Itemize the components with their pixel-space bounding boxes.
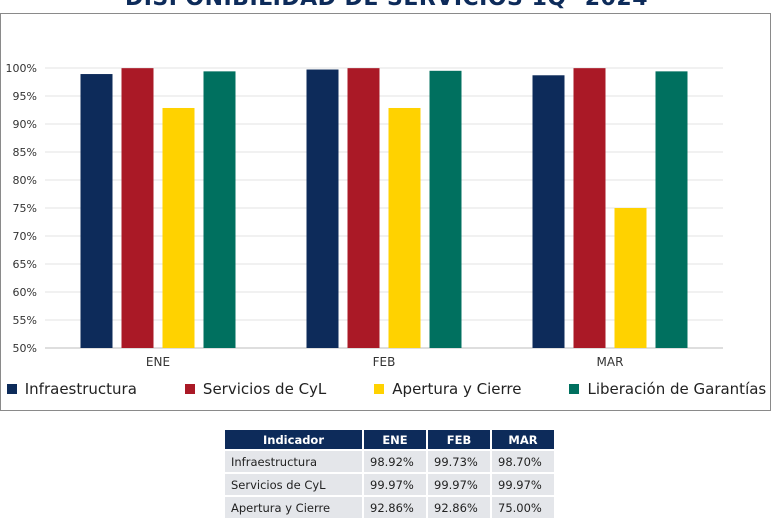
chart-title: DISPONIBILIDAD DE SERVICIOS 1Q- 2024 <box>0 0 773 11</box>
x-tick-label: ENE <box>146 355 170 369</box>
y-tick-label: 80% <box>13 174 37 187</box>
bar-mar-3 <box>614 208 647 348</box>
y-tick-label: 70% <box>13 230 37 243</box>
table-cell: 98.70% <box>492 451 554 472</box>
legend-label-servicios: Servicios de CyL <box>202 380 327 398</box>
table-cell: 99.73% <box>428 451 490 472</box>
table-cell: 92.86% <box>428 497 490 518</box>
legend-label-apertura: Apertura y Cierre <box>392 380 522 398</box>
y-tick-label: 85% <box>13 146 37 159</box>
y-tick-label: 60% <box>13 286 37 299</box>
table-header-mar: MAR <box>492 430 554 449</box>
summary-table: Indicador ENE FEB MAR Infraestructura 98… <box>223 428 556 520</box>
chart-legend: Infraestructura Servicios de CyL Apertur… <box>0 380 773 398</box>
table-cell: 98.92% <box>364 451 426 472</box>
table-cell: Servicios de CyL <box>225 474 362 495</box>
legend-swatch-infraestructura <box>6 384 17 394</box>
legend-swatch-servicios <box>184 384 195 394</box>
table-header-feb: FEB <box>428 430 490 449</box>
table-cell: Infraestructura <box>225 451 362 472</box>
table-cell: Apertura y Cierre <box>225 497 362 518</box>
y-tick-label: 75% <box>13 202 37 215</box>
table-row: Infraestructura 98.92% 99.73% 98.70% <box>225 451 554 472</box>
bar-ene-3 <box>162 107 195 348</box>
table-row: Servicios de CyL 99.97% 99.97% 99.97% <box>225 474 554 495</box>
table-header-ene: ENE <box>364 430 426 449</box>
legend-label-liberacion: Liberación de Garantías <box>587 380 767 398</box>
bar-chart: 50% 55% 60% 65% 70% 75% 80% 85% 90% 95% 100% ENE FEB… <box>6 62 723 369</box>
bar-feb-2 <box>347 68 380 348</box>
table-cell: 99.97% <box>428 474 490 495</box>
x-tick-label: FEB <box>373 355 396 369</box>
table-row: Apertura y Cierre 92.86% 92.86% 75.00% <box>225 497 554 518</box>
y-tick-label: 100% <box>6 62 37 75</box>
table-cell: 99.97% <box>492 474 554 495</box>
legend-item-infraestructura: Infraestructura <box>6 380 137 398</box>
bar-mar-1 <box>532 75 565 348</box>
y-tick-label: 95% <box>13 90 37 103</box>
legend-label-infraestructura: Infraestructura <box>24 380 137 398</box>
bar-feb-1 <box>306 69 339 349</box>
table-cell: 92.86% <box>364 497 426 518</box>
table-cell: 99.97% <box>364 474 426 495</box>
bar-feb-4 <box>429 70 462 349</box>
legend-item-liberacion: Liberación de Garantías <box>569 380 766 398</box>
y-tick-label: 90% <box>13 118 37 131</box>
legend-swatch-liberacion <box>569 384 580 394</box>
table-header-row: Indicador ENE FEB MAR <box>225 430 554 449</box>
bar-mar-4 <box>655 71 688 349</box>
y-tick-label: 55% <box>13 314 37 327</box>
y-tick-label: 50% <box>13 342 37 355</box>
table-header-indicador: Indicador <box>225 430 362 449</box>
bar-ene-4 <box>203 71 236 349</box>
y-tick-label: 65% <box>13 258 37 271</box>
bar-ene-1 <box>80 74 113 348</box>
legend-swatch-apertura <box>374 384 385 394</box>
legend-item-apertura: Apertura y Cierre <box>374 380 521 398</box>
table-cell: 75.00% <box>492 497 554 518</box>
x-tick-label: MAR <box>597 355 624 369</box>
bar-mar-2 <box>573 68 606 348</box>
bar-ene-2 <box>121 68 154 348</box>
bar-feb-3 <box>388 107 421 348</box>
legend-item-servicios: Servicios de CyL <box>184 380 327 398</box>
